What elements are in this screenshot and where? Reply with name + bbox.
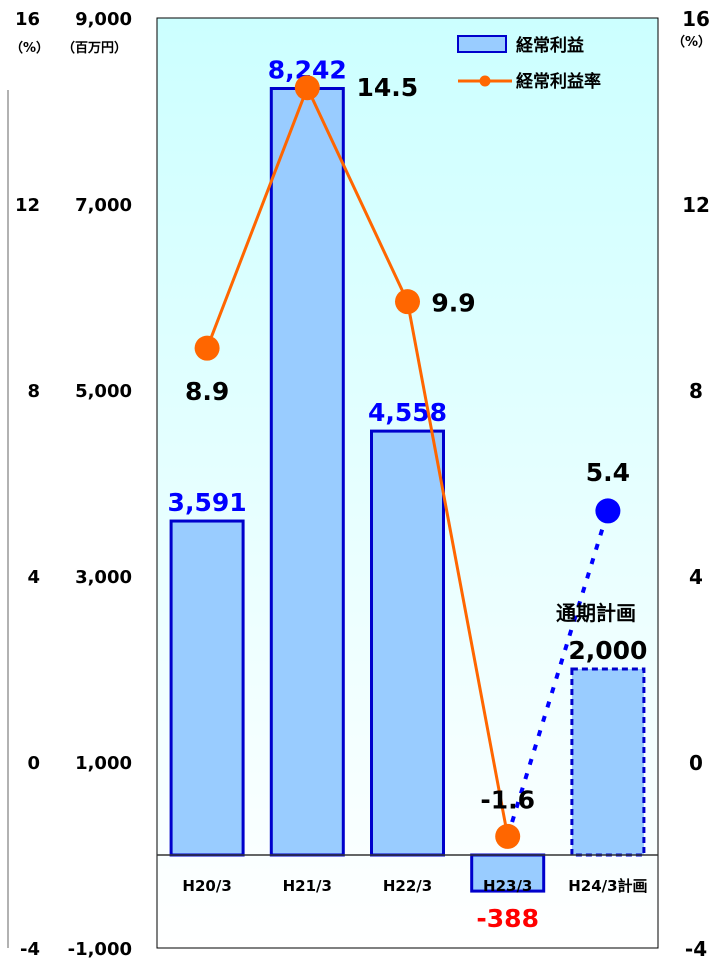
- rate-forecast-line: [505, 510, 610, 837]
- line-value-labels: 8.9 14.5 9.9 -1.6 5.4: [185, 73, 630, 815]
- category-label: H20/3: [182, 877, 231, 895]
- legend: 経常利益 経常利益率: [457, 35, 601, 92]
- category-label: H23/3: [483, 877, 532, 895]
- left-tick-label: -1,000: [68, 939, 132, 960]
- left-axis-ticks: -1,000 1,000 3,000 5,000 7,000 9,000: [68, 9, 132, 960]
- left-tick-label: 9,000: [75, 9, 132, 30]
- right-tick-label: 0: [689, 751, 703, 775]
- rate-line: [205, 83, 510, 837]
- right-axis-ticks: -4 0 4 8 12 16: [682, 7, 710, 961]
- far-left-axis-unit: （%）: [10, 40, 49, 56]
- rate-value-label: 14.5: [356, 73, 418, 102]
- bar-value-label: 4,558: [368, 398, 447, 427]
- left-tick-label: 3,000: [75, 567, 132, 588]
- right-tick-label: 4: [689, 565, 703, 589]
- rate-marker: [294, 75, 320, 101]
- right-tick-label: 12: [682, 193, 710, 217]
- left-tick-label: 7,000: [75, 195, 132, 216]
- rate-value-label: 9.9: [431, 289, 475, 318]
- bar: [570, 667, 646, 857]
- right-tick-label: 16: [682, 7, 710, 31]
- line-series: [194, 75, 621, 849]
- left-axis-unit: （百万円）: [62, 40, 127, 56]
- bar: [470, 853, 546, 893]
- rate-marker: [495, 823, 521, 849]
- category-labels: H20/3 H21/3 H22/3 H23/3 H24/3計画: [182, 877, 647, 895]
- category-label: H22/3: [383, 877, 432, 895]
- left-tick-label: 1,000: [75, 753, 132, 774]
- bar: [269, 86, 345, 857]
- rate-value-label: 5.4: [586, 458, 630, 487]
- far-left-axis-ticks: -4 0 4 8 12 16: [15, 9, 40, 960]
- legend-line-label: 経常利益率: [516, 71, 601, 92]
- right-tick-label: -4: [685, 937, 707, 961]
- rate-value-label: 8.9: [185, 377, 229, 406]
- legend-bar-label: 経常利益: [516, 35, 584, 56]
- right-axis-unit: （%）: [672, 34, 711, 50]
- rate-marker: [194, 335, 220, 361]
- bar: [370, 429, 445, 857]
- far-left-tick-label: 4: [27, 567, 40, 588]
- far-left-tick-label: 12: [15, 195, 40, 216]
- plan-annotation: 通期計画: [556, 601, 636, 625]
- category-label: H24/3計画: [568, 877, 647, 895]
- far-left-tick-label: 16: [15, 9, 40, 30]
- right-tick-label: 8: [689, 379, 703, 403]
- legend-line-marker: [479, 75, 491, 87]
- rate-marker: [595, 498, 621, 524]
- far-left-tick-label: 0: [27, 753, 40, 774]
- bar-value-label: 3,591: [168, 488, 247, 517]
- rate-marker: [395, 289, 420, 315]
- bar-value-label: 2,000: [568, 636, 647, 665]
- bar: [169, 519, 245, 857]
- bar-value-label: -388: [476, 904, 539, 933]
- category-label: H21/3: [283, 877, 332, 895]
- legend-bar-swatch: [457, 35, 507, 53]
- left-tick-label: 5,000: [75, 381, 132, 402]
- far-left-tick-label: 8: [27, 381, 40, 402]
- rate-value-label: -1.6: [480, 785, 535, 814]
- far-left-tick-label: -4: [20, 939, 40, 960]
